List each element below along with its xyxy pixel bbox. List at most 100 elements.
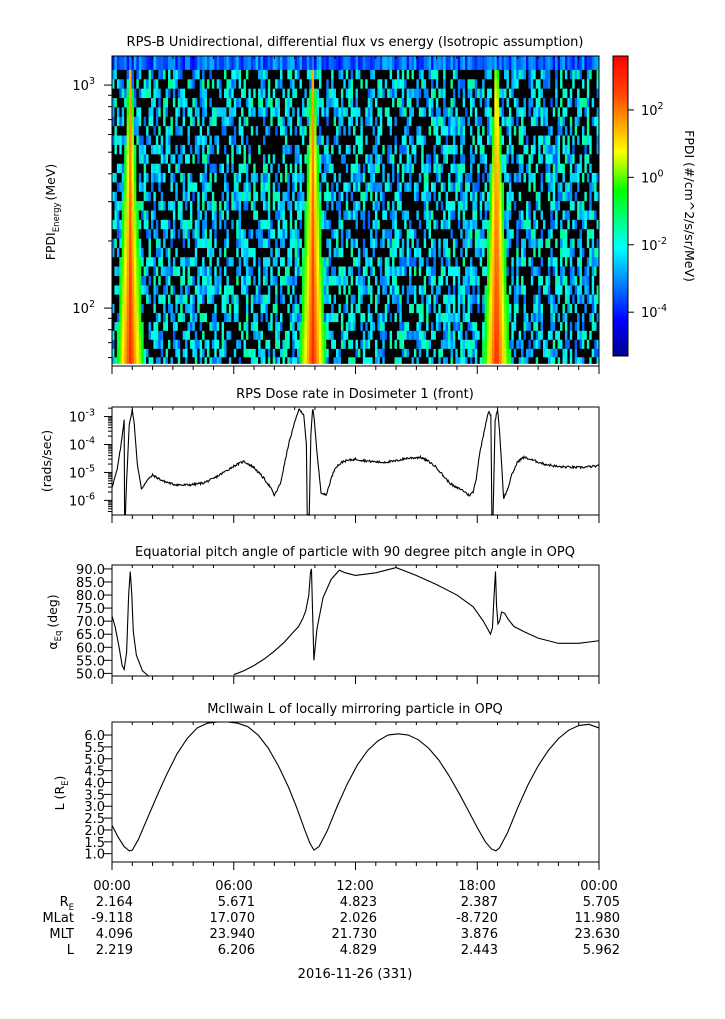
heatmap-cell [465,153,468,164]
heatmap-cell [133,330,137,340]
heatmap-cell [202,182,205,192]
heatmap-cell [289,219,293,230]
heatmap-cell [482,228,485,239]
heatmap-cell [304,228,308,239]
heatmap-cell [148,312,152,323]
heatmap-cell [543,153,546,164]
heatmap-cell [430,200,434,211]
heatmap-cell [530,200,534,211]
heatmap-cell [297,210,300,220]
heatmap-cell [406,238,410,248]
heatmap-cell [450,135,454,145]
heatmap-cell [153,285,157,295]
heatmap-cell [224,266,227,277]
heatmap-cell [185,256,188,267]
heatmap-cell [255,238,259,248]
heatmap-cell [496,321,500,331]
heatmap-cell [163,219,166,230]
heatmap-cell [155,256,159,267]
heatmap-cell [328,219,332,230]
heatmap-cell [482,256,485,267]
heatmap-cell [214,321,218,331]
heatmap-cell [282,330,286,340]
heatmap-cell [525,356,529,364]
heatmap-cell [457,285,461,295]
heatmap-cell [121,135,125,145]
heatmap-cell [153,330,157,340]
heatmap-cell [336,172,339,183]
heatmap-cell [443,182,446,192]
heatmap-cell [231,303,235,314]
heatmap-cell [384,266,388,277]
heatmap-cell [153,228,157,239]
heatmap-cell [316,303,320,314]
heatmap-cell [438,285,442,295]
heatmap-cell [112,275,115,286]
heatmap-cell [131,348,135,358]
heatmap-cell [384,285,388,295]
heatmap-cell [584,266,588,277]
heatmap-cell [280,219,283,230]
heatmap-cell [411,200,415,211]
heatmap-cell [309,330,313,340]
heatmap-cell [131,191,135,202]
heatmap-cell [516,294,520,304]
heatmap-cell [591,356,595,364]
heatmap-cell [331,247,334,258]
heatmap-cell [270,228,274,239]
heatmap-cell [243,303,247,314]
heatmap-cell [248,191,252,202]
heatmap-cell [133,163,137,174]
heatmap-cell [440,191,444,202]
heatmap-cell [355,285,359,295]
heatmap-cell [569,321,573,331]
heatmap-cell [353,321,356,331]
heatmap-cell [348,256,352,267]
heatmap-cell [328,200,332,211]
heatmap-cell [474,135,478,145]
heatmap-cell [328,247,332,258]
heatmap-cell [591,210,595,220]
heatmap-cell [472,256,476,267]
heatmap-cell [540,339,544,349]
heatmap-cell [577,303,580,314]
heatmap-cell [518,144,522,155]
heatmap-cell [316,238,320,248]
heatmap-cell [202,219,205,230]
heatmap-cell [297,348,300,358]
heatmap-cell [275,348,278,358]
heatmap-cell [379,144,383,155]
heatmap-cell [301,191,305,202]
heatmap-cell [155,135,159,145]
heatmap-cell [224,356,227,364]
heatmap-cell [584,348,588,358]
heatmap-cell [392,247,395,258]
heatmap-cell [126,135,130,145]
heatmap-cell [443,247,446,258]
heatmap-cell [574,275,578,286]
heatmap-cell [547,200,551,211]
heatmap-cell [306,135,310,145]
heatmap-cell [155,285,159,295]
heatmap-cell [355,210,359,220]
heatmap-cell [401,153,405,164]
heatmap-cell [567,238,571,248]
heatmap-cell [114,219,118,230]
heatmap-cell [389,275,393,286]
heatmap-cell [574,303,578,314]
heatmap-cell [377,303,381,314]
heatmap-cell [430,303,434,314]
heatmap-cell [567,200,571,211]
heatmap-cell [372,303,376,314]
heatmap-cell [194,200,198,211]
heatmap-cell [202,144,205,155]
heatmap-cell [170,294,174,304]
heatmap-cell [165,312,169,323]
heatmap-cell [124,339,127,349]
heatmap-cell [343,200,347,211]
heatmap-cell [399,163,403,174]
heatmap-cell [572,228,576,239]
heatmap-cell [253,266,257,277]
heatmap-cell [382,312,386,323]
heatmap-cell [406,182,410,192]
